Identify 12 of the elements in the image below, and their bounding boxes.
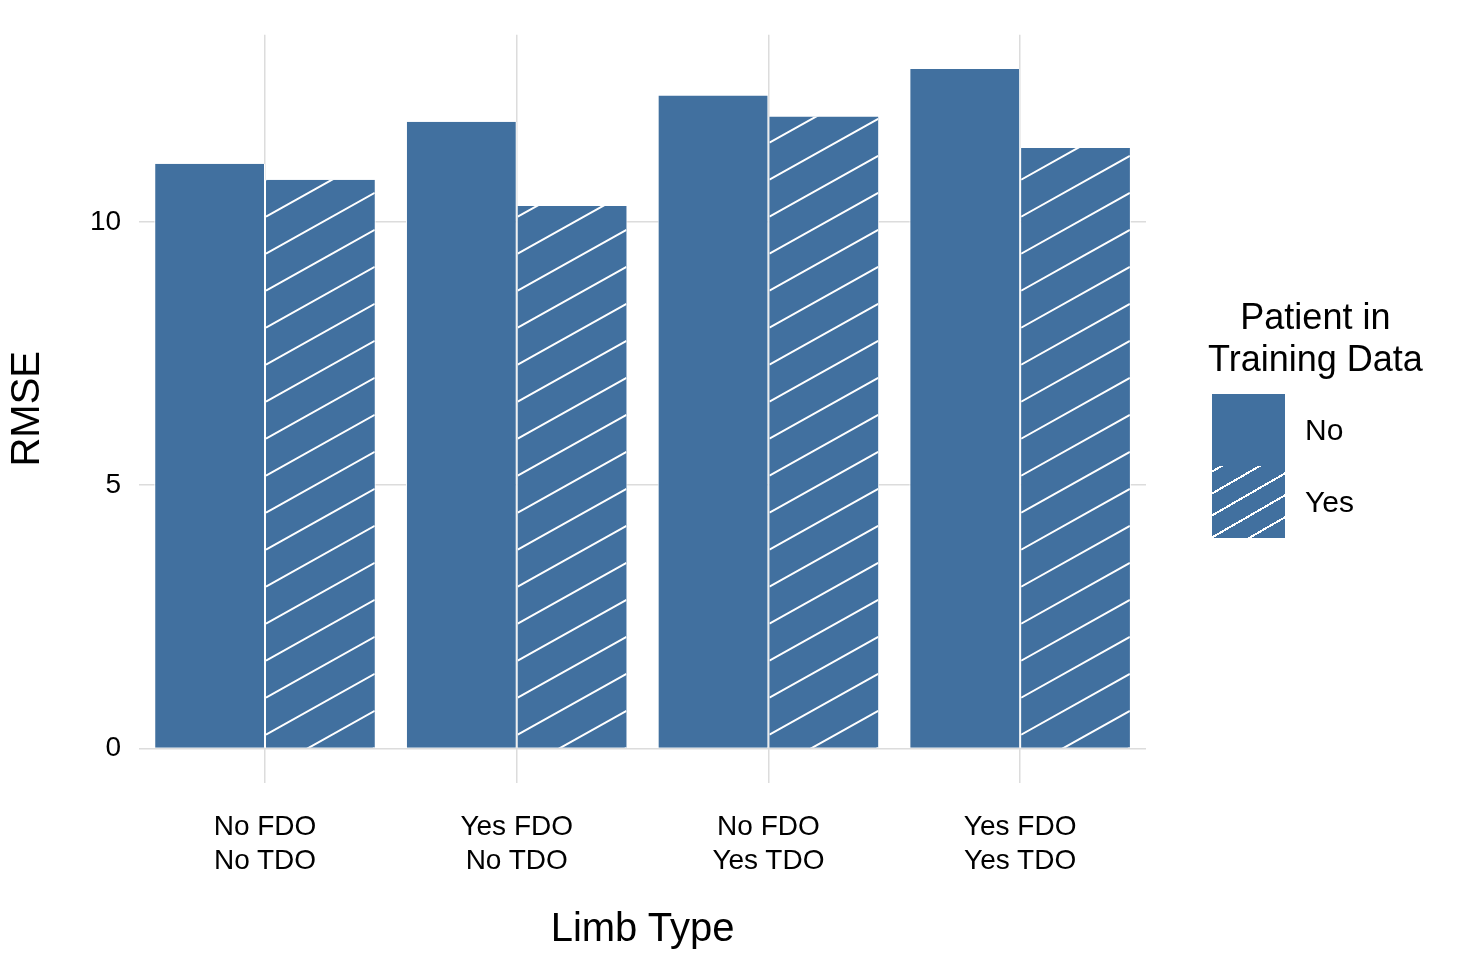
- y-tick-label: 5: [105, 467, 122, 499]
- y-axis-title: RMSE: [3, 351, 48, 467]
- y-tick-label: 0: [105, 731, 122, 763]
- x-tick-label: Yes FDO No TDO: [460, 810, 573, 875]
- legend-label: No: [1305, 413, 1344, 447]
- y-tick-label: 10: [89, 204, 122, 236]
- legend-label: Yes: [1305, 485, 1354, 519]
- legend-title: Patient in Training Data: [1208, 296, 1423, 380]
- x-axis-title: Limb Type: [550, 905, 735, 950]
- x-tick-label: No FDO No TDO: [213, 810, 317, 875]
- x-tick-label: No FDO Yes TDO: [712, 810, 825, 875]
- x-tick-label: Yes FDO Yes TDO: [963, 810, 1077, 875]
